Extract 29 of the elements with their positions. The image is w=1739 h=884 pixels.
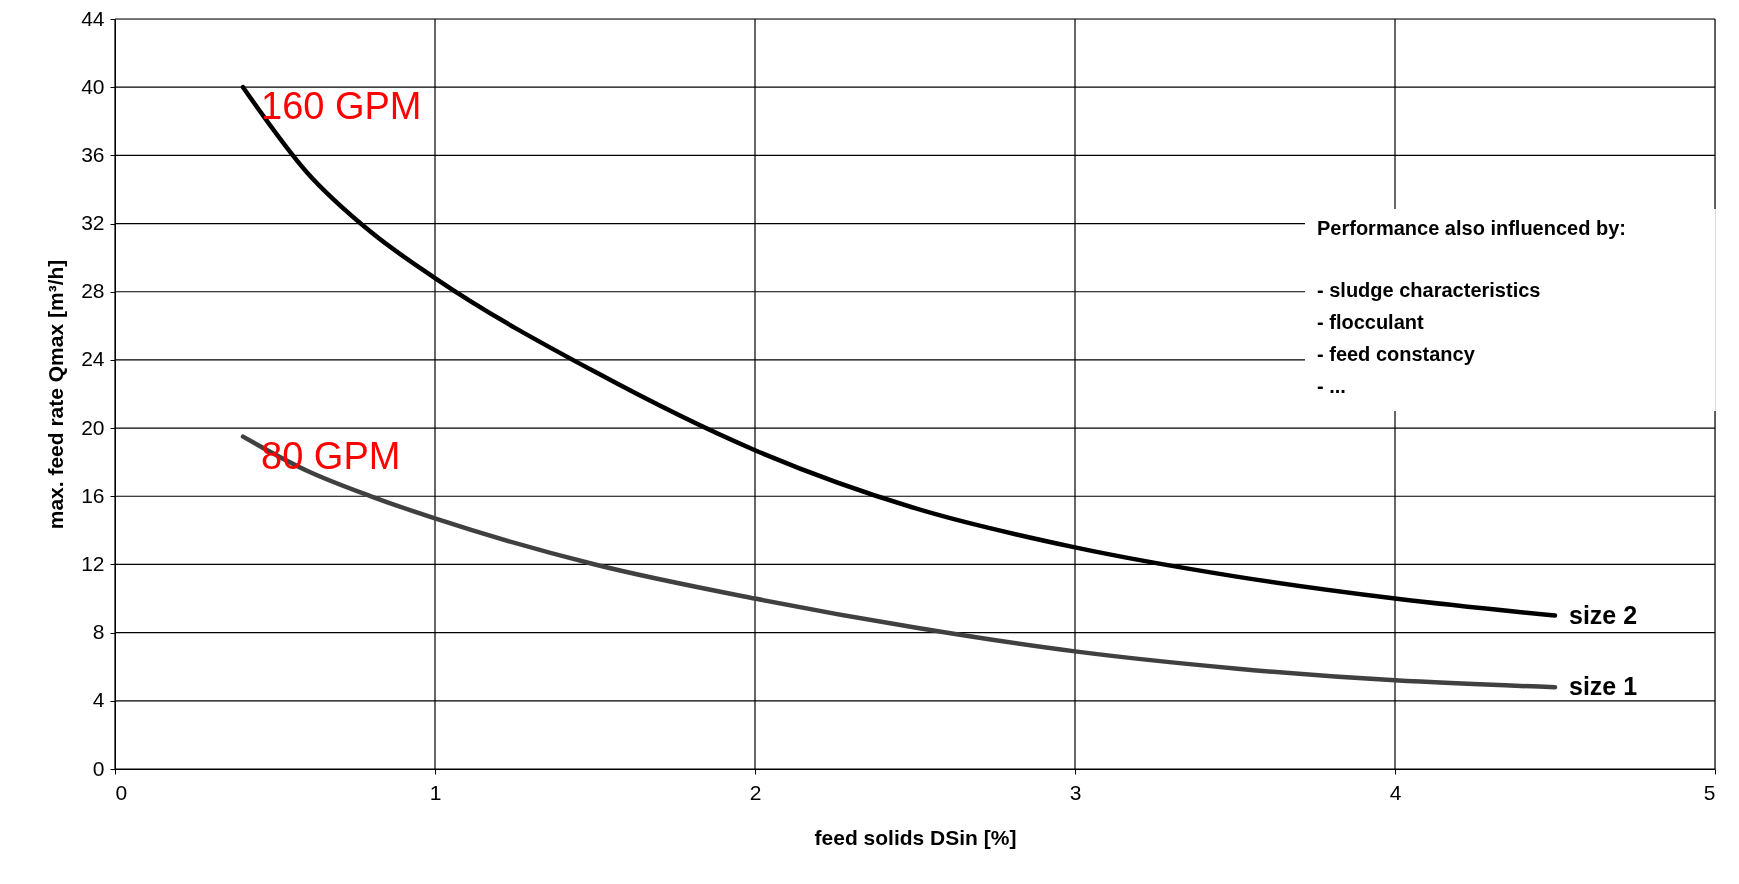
line-series — [240, 434, 1558, 690]
y-tick-label: 4 — [92, 688, 105, 712]
y-tick-label: 44 — [81, 6, 105, 30]
y-tick-label: 32 — [81, 211, 105, 235]
series-label: size 1 — [1569, 672, 1638, 701]
x-tick-label: 3 — [1069, 780, 1082, 804]
x-axis-title: feed solids DSin [%] — [814, 825, 1017, 849]
y-tick-label: 28 — [81, 279, 105, 303]
y-tick-label: 36 — [81, 142, 105, 166]
annotation: - feed constancy — [1317, 343, 1476, 365]
annotation: - flocculant — [1317, 311, 1425, 333]
y-axis-title: max. feed rate Qmax [m³/h] — [44, 259, 68, 530]
x-tick-label: 1 — [429, 780, 442, 804]
x-tick-label: 0 — [115, 780, 128, 804]
x-tick-label: 4 — [1389, 780, 1402, 804]
x-tick-label: 5 — [1703, 780, 1716, 804]
annotation: - ... — [1317, 375, 1346, 397]
y-tick-label: 20 — [81, 415, 105, 439]
annotation: Performance also influenced by: — [1317, 217, 1626, 239]
y-tick-label: 40 — [81, 74, 105, 98]
annotation: - sludge characteristics — [1317, 279, 1541, 301]
series-label: size 2 — [1569, 600, 1638, 629]
y-tick-label: 24 — [81, 347, 105, 371]
y-tick-label: 8 — [92, 620, 105, 644]
annotation: 160 GPM — [261, 85, 422, 128]
y-tick-label: 16 — [81, 483, 105, 507]
x-tick-label: 2 — [749, 780, 762, 804]
y-tick-label: 12 — [81, 551, 105, 575]
y-tick-label: 0 — [92, 756, 105, 780]
